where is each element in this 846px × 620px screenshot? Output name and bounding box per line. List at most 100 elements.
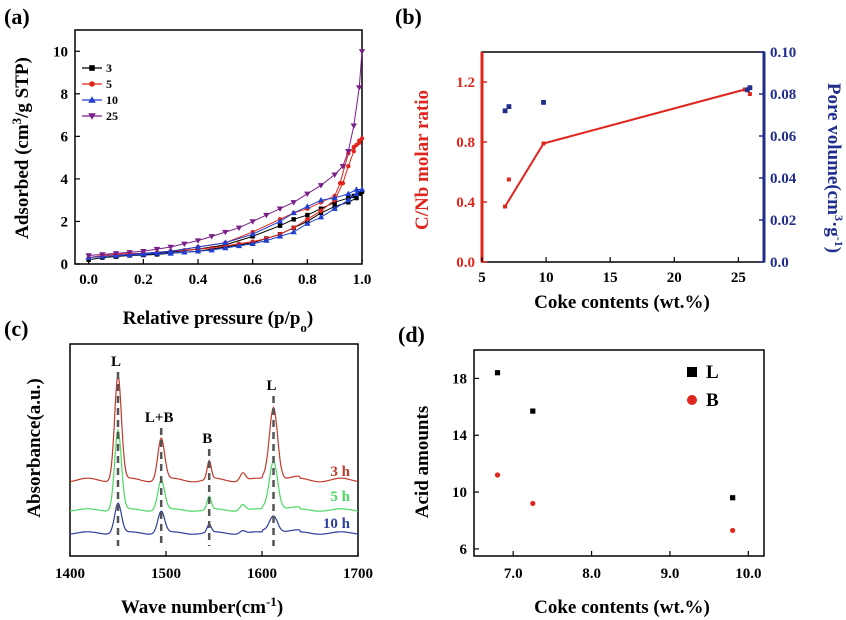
x-tick-label: 15 [603,270,618,286]
y-tick-label: 6 [61,129,69,145]
y-tick-label: 0 [61,257,69,273]
y-right-tick-label: 0.0 [770,255,789,271]
x-tick-label: 10.0 [735,566,761,582]
data-point [357,141,361,145]
y-left-tick-label: 1.2 [456,75,475,91]
legend-marker [687,367,697,377]
data-point [345,149,351,154]
panel-b-ylabel-left: C/Nb molar ratio [412,90,433,230]
cnb-extra-point [507,178,511,182]
data-point [331,172,337,177]
cnb-point [503,205,507,209]
y-left-tick-label: 0.0 [456,255,475,271]
panel-label-d: (d) [398,322,425,347]
panel-c-xlabel: Wave number(cm-1) [121,594,283,619]
y-tick-label: 10 [452,485,467,501]
y-tick-label: 8 [61,87,69,103]
data-point [530,408,535,413]
y-left-tick-label: 0.4 [456,195,475,211]
y-tick-label: 10 [53,44,68,60]
x-tick-label: 1400 [55,566,85,582]
x-tick-label: 1.0 [353,272,372,288]
x-tick-label: 0.4 [189,272,208,288]
x-tick-label: 1600 [247,566,277,582]
panel-d-frame [474,350,764,556]
data-point [290,229,296,234]
data-point [530,501,535,506]
cnb-line [505,90,745,207]
data-point [318,183,324,188]
panel-b-xlabel: Coke contents (wt.%) [534,292,710,313]
legend-label: 25 [106,109,118,123]
y-right-tick-label: 0.08 [770,87,796,103]
panel-b-frame [482,52,764,262]
x-tick-label: 1500 [151,566,181,582]
panel-c-ylabel: Absorbance(a.u.) [24,378,45,517]
pore-volume-point [507,104,512,109]
x-tick-label: 25 [731,270,746,286]
pore-volume-point [503,108,508,113]
x-tick-label: 7.0 [504,566,523,582]
cnb-extra-point [748,92,752,96]
legend-marker [89,81,95,87]
panel-d-xlabel: Coke contents (wt.%) [534,597,710,618]
data-point [338,181,342,185]
x-tick-label: 0.2 [134,272,153,288]
panel-a-xlabel: Relative pressure (p/po) [123,308,314,335]
y-tick-label: 6 [460,542,468,558]
panel-c-chart: Wave number(cm-1) Absorbance(a.u.) 1400 1… [24,344,373,618]
spectrum-label: 5 h [330,489,350,505]
panel-b-ylabel-right: Pore volume(cm3·g-1) [823,83,846,253]
legend-label: 3 [106,61,112,75]
data-point [352,145,356,149]
spectrum-label: 3 h [330,464,350,480]
legend-marker [89,65,95,71]
panel-d-chart: Coke contents (wt.%) Acid amounts 7.0 8.0… [412,350,764,618]
panel-label-a: (a) [4,4,30,29]
y-tick-label: 18 [452,371,467,387]
panel-a-chart: Relative pressure (p/po) Adsorbed (cm3/g… [9,30,372,335]
peak-label: L [111,354,121,370]
x-tick-label: 10 [539,270,554,286]
panel-b-chart: Coke contents (wt.%) C/Nb molar ratio Po… [412,45,846,313]
panel-a-ylabel: Adsorbed (cm3/g STP) [9,57,34,239]
panel-label-c: (c) [4,316,28,341]
data-point [495,370,500,375]
peak-label: B [202,431,212,447]
cnb-point [542,142,546,146]
data-point [345,191,351,196]
legend-label: B [706,390,719,411]
x-tick-label: 1700 [343,566,373,582]
y-right-tick-label: 0.10 [770,45,796,61]
panel-a-frame [75,30,362,264]
panel-d-ylabel: Acid amounts [412,406,433,518]
x-tick-label: 5 [478,270,486,286]
x-tick-label: 8.0 [582,566,601,582]
spectrum-line [70,375,358,481]
y-right-tick-label: 0.02 [770,213,796,229]
data-point [495,472,500,477]
y-tick-label: 14 [452,428,468,444]
legend-marker [687,395,697,405]
legend-label: L [706,362,719,383]
data-point [352,149,356,153]
data-point [730,495,735,500]
data-point [360,136,364,140]
data-point [277,218,283,223]
data-point [345,197,351,202]
x-tick-label: 9.0 [661,566,680,582]
legend-label: 10 [106,93,118,107]
pore-volume-point [748,85,753,90]
legend-label: 5 [106,77,112,91]
x-tick-label: 20 [667,270,682,286]
x-tick-label: 0.6 [243,272,262,288]
data-point [319,209,323,213]
x-tick-label: 0.8 [298,272,317,288]
spectrum-label: 10 h [323,516,351,532]
y-left-tick-label: 0.8 [456,135,475,151]
y-tick-label: 2 [61,214,69,230]
data-point [304,192,310,197]
series-line [89,51,362,255]
data-point [278,224,282,228]
